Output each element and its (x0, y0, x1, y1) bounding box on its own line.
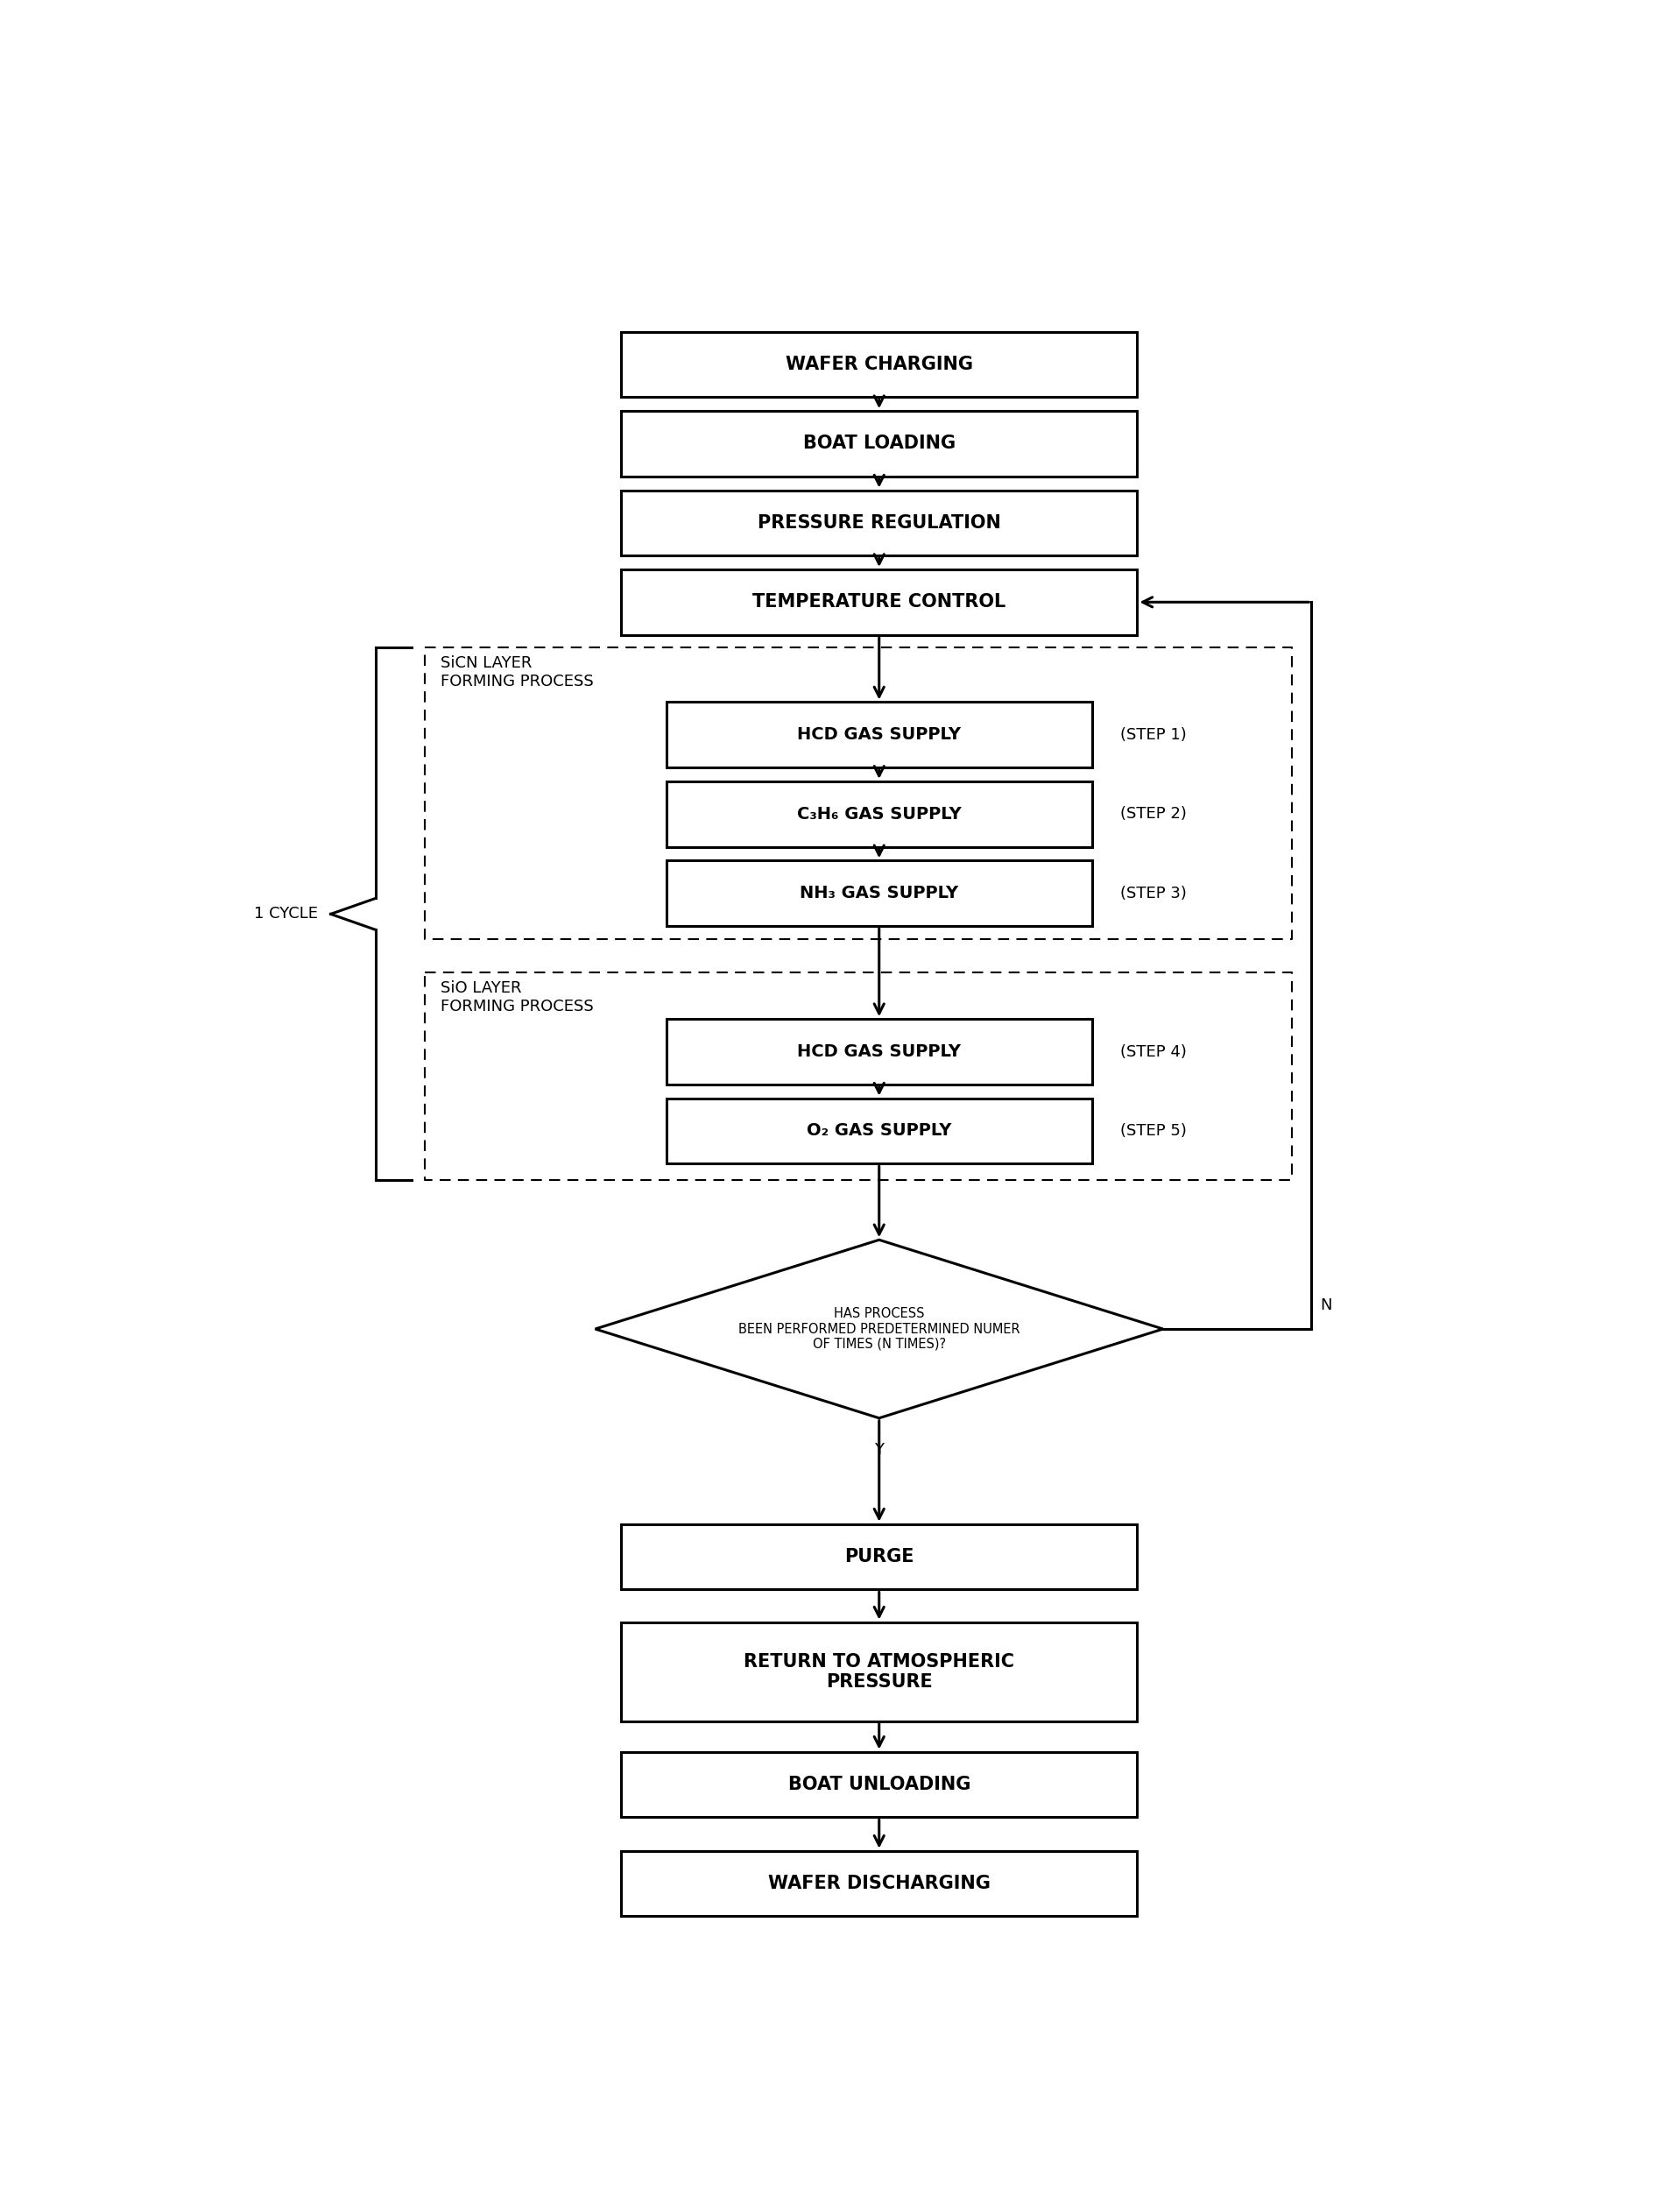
Text: PRESSURE REGULATION: PRESSURE REGULATION (758, 513, 1001, 531)
Text: (STEP 3): (STEP 3) (1121, 885, 1187, 900)
Text: BOAT LOADING: BOAT LOADING (803, 436, 956, 453)
FancyBboxPatch shape (621, 411, 1137, 476)
Text: TEMPERATURE CONTROL: TEMPERATURE CONTROL (753, 593, 1006, 611)
FancyBboxPatch shape (666, 1097, 1092, 1164)
Text: Y: Y (874, 1442, 884, 1458)
FancyBboxPatch shape (621, 491, 1137, 555)
Text: O₂ GAS SUPPLY: O₂ GAS SUPPLY (808, 1124, 951, 1139)
Text: NH₃ GAS SUPPLY: NH₃ GAS SUPPLY (799, 885, 959, 902)
Text: (STEP 2): (STEP 2) (1121, 805, 1187, 823)
Text: (STEP 1): (STEP 1) (1121, 728, 1187, 743)
Text: C₃H₆ GAS SUPPLY: C₃H₆ GAS SUPPLY (798, 805, 961, 823)
Text: HCD GAS SUPPLY: HCD GAS SUPPLY (798, 726, 961, 743)
Polygon shape (596, 1241, 1164, 1418)
Text: HCD GAS SUPPLY: HCD GAS SUPPLY (798, 1044, 961, 1060)
FancyBboxPatch shape (666, 860, 1092, 927)
Text: BOAT UNLOADING: BOAT UNLOADING (788, 1776, 971, 1794)
Text: HAS PROCESS
BEEN PERFORMED PREDETERMINED NUMER
OF TIMES (N TIMES)?: HAS PROCESS BEEN PERFORMED PREDETERMINED… (738, 1307, 1021, 1352)
Text: 1 CYCLE: 1 CYCLE (253, 907, 318, 922)
FancyBboxPatch shape (621, 1752, 1137, 1818)
FancyBboxPatch shape (621, 332, 1137, 398)
FancyBboxPatch shape (666, 701, 1092, 768)
Text: SiO LAYER
FORMING PROCESS: SiO LAYER FORMING PROCESS (440, 980, 593, 1015)
Text: SiCN LAYER
FORMING PROCESS: SiCN LAYER FORMING PROCESS (440, 655, 593, 690)
FancyBboxPatch shape (621, 1621, 1137, 1721)
Text: WAFER DISCHARGING: WAFER DISCHARGING (768, 1876, 991, 1891)
Text: RETURN TO ATMOSPHERIC
PRESSURE: RETURN TO ATMOSPHERIC PRESSURE (744, 1652, 1014, 1690)
Text: (STEP 5): (STEP 5) (1121, 1124, 1187, 1139)
FancyBboxPatch shape (621, 568, 1137, 635)
Text: (STEP 4): (STEP 4) (1121, 1044, 1187, 1060)
Text: N: N (1320, 1296, 1332, 1314)
FancyBboxPatch shape (666, 1020, 1092, 1084)
FancyBboxPatch shape (621, 1524, 1137, 1590)
Text: PURGE: PURGE (844, 1548, 914, 1566)
FancyBboxPatch shape (621, 1851, 1137, 1916)
FancyBboxPatch shape (666, 781, 1092, 847)
Text: WAFER CHARGING: WAFER CHARGING (786, 356, 972, 374)
